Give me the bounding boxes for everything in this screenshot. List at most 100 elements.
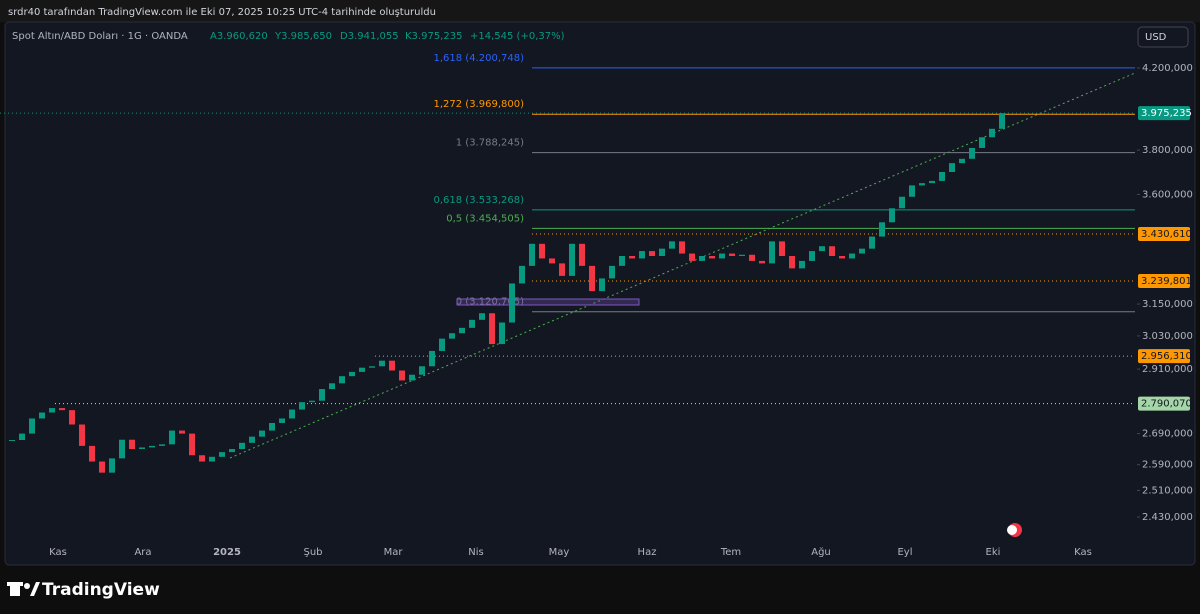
candle: [179, 430, 185, 434]
candle: [589, 265, 595, 292]
logo-mark: [24, 583, 30, 589]
candle: [789, 255, 795, 269]
candle: [879, 222, 885, 237]
y-tick-label: 2.590,000: [1142, 460, 1193, 471]
candle: [859, 248, 865, 254]
candle: [839, 255, 845, 259]
candle: [99, 461, 105, 473]
logo: [7, 582, 40, 596]
candle: [489, 313, 495, 345]
candle: [59, 408, 65, 411]
candle: [419, 366, 425, 375]
currency-button[interactable]: [1137, 26, 1189, 48]
y-tick-label: 4.200,000: [1142, 63, 1193, 74]
fib-label: 0 (3.120,765): [456, 297, 524, 308]
ohlc-high: Y3.985,650: [274, 31, 332, 42]
candle: [619, 255, 625, 266]
y-tick-label: 2.690,000: [1142, 429, 1193, 440]
logo-mark: [10, 582, 20, 596]
candle: [429, 350, 435, 367]
price-label: 2.956,310: [1141, 351, 1192, 362]
candle: [389, 360, 395, 371]
candle: [779, 241, 785, 256]
ohlc-change: +14,545 (+0,37%): [470, 31, 565, 42]
candle: [169, 430, 175, 445]
caption: srdr40 tarafından TradingView.com ile Ek…: [8, 7, 436, 18]
candle: [499, 322, 505, 345]
x-tick-label: Eyl: [897, 547, 912, 558]
x-tick-label: Kas: [49, 547, 67, 558]
candle: [999, 113, 1005, 129]
candle: [139, 447, 145, 449]
fib-label: 0,5 (3.454,505): [446, 213, 524, 224]
symbol: Spot Altın/ABD Doları · 1G · OANDA: [12, 31, 188, 42]
x-tick-label: Kas: [1074, 547, 1092, 558]
candle: [69, 410, 75, 425]
candle: [509, 283, 515, 323]
candle: [269, 422, 275, 431]
candle: [299, 402, 305, 410]
candle: [979, 137, 985, 148]
candle: [159, 444, 165, 446]
x-tick-label: 2025: [213, 547, 241, 558]
price-label: 2.790,070: [1141, 399, 1192, 410]
candle: [719, 253, 725, 259]
x-tick-label: Tem: [720, 547, 741, 558]
candle: [539, 243, 545, 259]
candle: [79, 424, 85, 446]
candle: [249, 436, 255, 443]
candle: [699, 255, 705, 261]
candle: [899, 196, 905, 209]
candle: [119, 439, 125, 459]
candle: [549, 258, 555, 264]
candle: [889, 208, 895, 223]
candle: [409, 374, 415, 381]
price-label-box: [1138, 396, 1190, 411]
candle: [579, 243, 585, 266]
y-tick-label: 3.800,000: [1142, 145, 1193, 156]
candle: [569, 243, 575, 276]
fib-label: 0,618 (3.533,268): [433, 195, 524, 206]
candle: [969, 147, 975, 159]
candle: [729, 253, 735, 256]
y-tick-label: 3.150,000: [1142, 299, 1193, 310]
chart-panel: [4, 21, 1196, 566]
logo-mark: [30, 582, 40, 596]
price-label-box: [1138, 273, 1190, 288]
candle: [189, 433, 195, 456]
candle: [229, 448, 235, 453]
candle: [9, 440, 15, 442]
x-tick-label: May: [549, 547, 570, 558]
candle: [329, 383, 335, 390]
candle: [629, 255, 635, 259]
candle: [919, 183, 925, 186]
candle: [439, 338, 445, 351]
price-label-box: [1138, 349, 1190, 364]
ohlc-low: D3.941,055: [340, 31, 399, 42]
logo-mark: [7, 582, 23, 586]
candle: [519, 265, 525, 284]
brand: TradingView: [42, 580, 160, 600]
fib-label: 1,618 (4.200,748): [433, 53, 524, 64]
price-label-box: [1138, 227, 1190, 242]
y-tick-label: 2.510,000: [1142, 485, 1193, 496]
candle: [379, 360, 385, 367]
y-tick-label: 2.910,000: [1142, 364, 1193, 375]
candle: [809, 251, 815, 261]
x-tick-label: Eki: [986, 547, 1001, 558]
candle: [599, 278, 605, 292]
candle: [679, 241, 685, 254]
x-tick-label: Ara: [134, 547, 151, 558]
y-tick-label: 3.600,000: [1142, 189, 1193, 200]
x-tick-label: Şub: [303, 547, 322, 558]
candle: [939, 171, 945, 181]
candle: [199, 455, 205, 462]
candle: [909, 185, 915, 197]
candle: [109, 458, 115, 473]
candle: [769, 241, 775, 264]
x-tick-label: Haz: [638, 547, 657, 558]
ohlc-close: K3.975,235: [405, 31, 462, 42]
candle: [219, 452, 225, 457]
